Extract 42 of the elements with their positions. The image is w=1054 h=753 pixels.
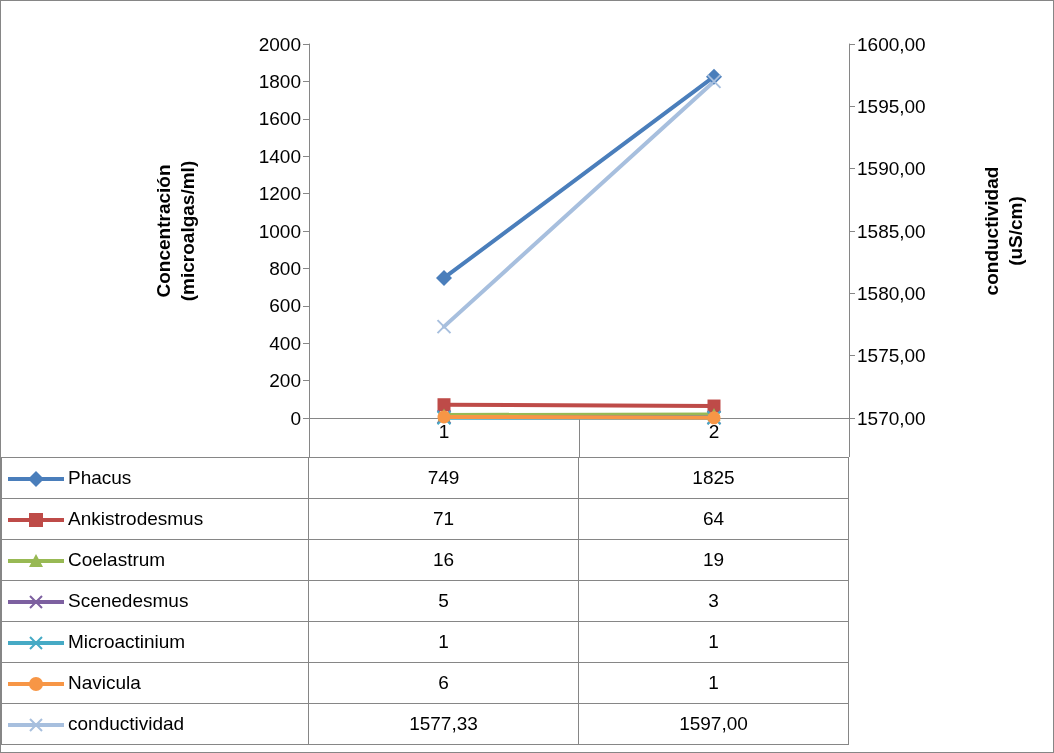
y-tick-label: 200	[269, 370, 301, 392]
data-label: 64	[578, 498, 849, 540]
data-label: 1597,00	[578, 703, 849, 745]
y2-tick-label: 1595,00	[857, 95, 926, 117]
legend-label: Scenedesmus	[1, 580, 309, 622]
y-tick-label: 400	[269, 332, 301, 354]
data-label: 3	[578, 580, 849, 622]
data-label: 1	[308, 621, 579, 663]
y2-tick-label: 1580,00	[857, 282, 926, 304]
y-tick-label: 800	[269, 257, 301, 279]
data-label: 1825	[578, 457, 849, 499]
y-axis-title: Concentración (microalgas/ml)	[152, 160, 198, 302]
y-tick-label: 1000	[258, 220, 301, 242]
y2-tick-label: 1575,00	[857, 345, 926, 367]
legend-label: Microactinium	[1, 621, 309, 663]
legend-label: Coelastrum	[1, 539, 309, 581]
legend-label: conductividad	[1, 703, 309, 745]
y2-tick-label: 1570,00	[857, 407, 926, 429]
data-label: 71	[308, 498, 579, 540]
y2-tick-label: 1585,00	[857, 220, 926, 242]
y2-tick-label: 1600,00	[857, 33, 926, 55]
data-label: 749	[308, 457, 579, 499]
data-label: 6	[308, 662, 579, 704]
legend-label: Ankistrodesmus	[1, 498, 309, 540]
data-label: 5	[308, 580, 579, 622]
legend-label: Phacus	[1, 457, 309, 499]
y-tick-label: 2000	[258, 33, 301, 55]
data-label: 19	[578, 539, 849, 581]
x-tick-label: 2	[708, 421, 720, 442]
y-tick-label: 600	[269, 295, 301, 317]
y-tick-label: 0	[290, 407, 301, 429]
data-label: 1577,33	[308, 703, 579, 745]
data-label: 1	[578, 662, 849, 704]
legend-label: Navicula	[1, 662, 309, 704]
data-label: 1	[578, 621, 849, 663]
y2-axis-title: conductividad (uS/cm)	[980, 166, 1026, 296]
y2-tick-label: 1590,00	[857, 158, 926, 180]
y-tick-label: 1400	[258, 145, 301, 167]
y-tick-label: 1800	[258, 70, 301, 92]
data-label: 16	[308, 539, 579, 581]
y-tick-label: 1200	[258, 183, 301, 205]
y-tick-label: 1600	[258, 108, 301, 130]
